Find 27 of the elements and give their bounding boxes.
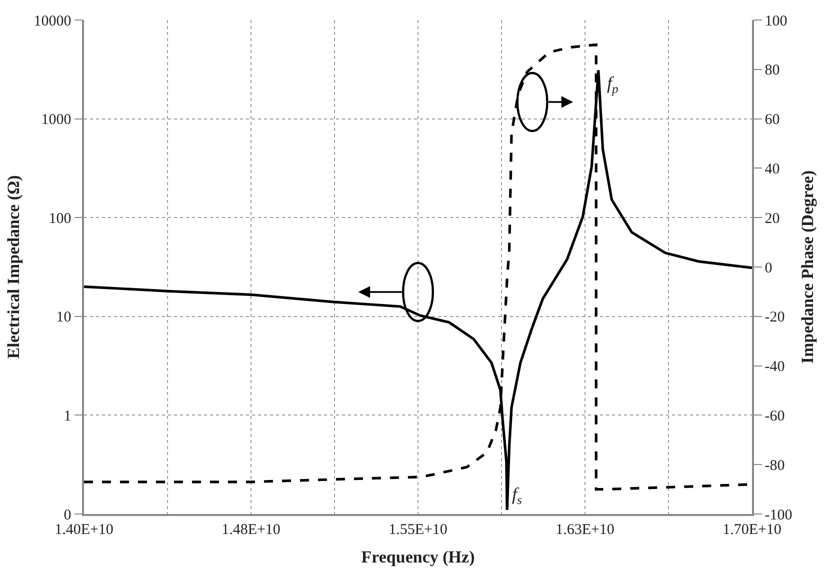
y-axis-title: Electrical Impedance (Ω) <box>4 175 23 359</box>
annotation: f$_{s}$ <box>512 484 522 507</box>
x-tick-label: 1.48E+10 <box>222 522 280 538</box>
y2-tick-label: 20 <box>764 210 780 227</box>
x-tick-label: 1.63E+10 <box>556 522 614 538</box>
y2-tick-label: 60 <box>764 112 780 128</box>
y-tick-label: 1000 <box>41 112 72 128</box>
y2-axis-title: Impedance Phase (Degree) <box>798 170 818 364</box>
y2-tick-label: 40 <box>764 161 780 178</box>
annotation: f$_{p}$ <box>607 73 618 96</box>
y2-tick-label: -60 <box>764 408 785 424</box>
y2-tick-label: -40 <box>764 359 785 376</box>
x-axis-title: Frequency (Hz) <box>361 548 475 567</box>
y-tick-label: 1 <box>64 408 72 424</box>
y2-tick-label: -80 <box>764 458 785 474</box>
y-tick-label: 0 <box>64 507 72 524</box>
x-tick-label: 1.70E+10 <box>722 522 782 538</box>
y-tick-label: 10 <box>56 310 72 326</box>
y2-tick-label: 0 <box>764 260 772 276</box>
x-tick-label: 1.40E+10 <box>54 522 114 538</box>
y2-tick-label: 100 <box>764 13 788 30</box>
y-tick-label: 10000 <box>34 13 72 30</box>
y2-tick-label: 80 <box>764 62 780 79</box>
y-tick-label: 100 <box>48 210 72 227</box>
y2-tick-label: -100 <box>764 507 792 524</box>
x-tick-label: 1.55E+10 <box>388 522 448 538</box>
y2-tick-label: -20 <box>764 310 785 326</box>
